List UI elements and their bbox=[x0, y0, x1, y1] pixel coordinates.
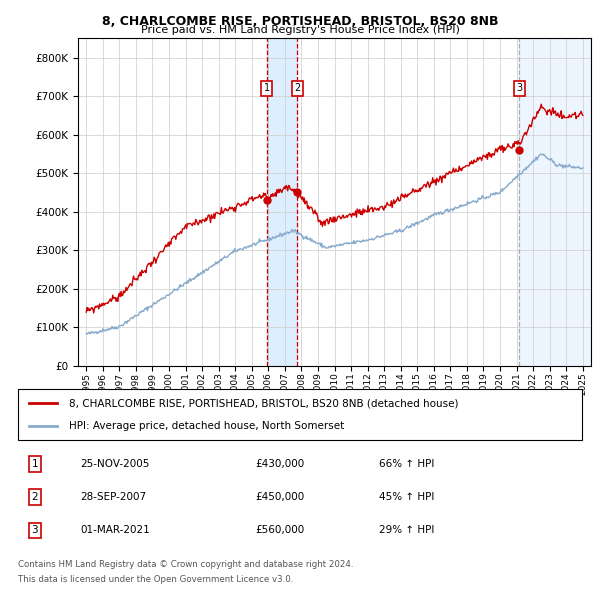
Text: 1: 1 bbox=[32, 459, 38, 469]
Text: HPI: Average price, detached house, North Somerset: HPI: Average price, detached house, Nort… bbox=[69, 421, 344, 431]
Text: This data is licensed under the Open Government Licence v3.0.: This data is licensed under the Open Gov… bbox=[18, 575, 293, 584]
FancyBboxPatch shape bbox=[18, 389, 582, 440]
Text: £450,000: £450,000 bbox=[255, 492, 304, 502]
Text: £430,000: £430,000 bbox=[255, 459, 304, 469]
Text: 8, CHARLCOMBE RISE, PORTISHEAD, BRISTOL, BS20 8NB: 8, CHARLCOMBE RISE, PORTISHEAD, BRISTOL,… bbox=[102, 15, 498, 28]
Text: 29% ↑ HPI: 29% ↑ HPI bbox=[379, 525, 434, 535]
Bar bbox=[520, 38, 591, 366]
Text: 45% ↑ HPI: 45% ↑ HPI bbox=[379, 492, 434, 502]
Text: 28-SEP-2007: 28-SEP-2007 bbox=[80, 492, 146, 502]
Text: 2: 2 bbox=[32, 492, 38, 502]
Text: 66% ↑ HPI: 66% ↑ HPI bbox=[379, 459, 434, 469]
Text: Contains HM Land Registry data © Crown copyright and database right 2024.: Contains HM Land Registry data © Crown c… bbox=[18, 560, 353, 569]
Text: £560,000: £560,000 bbox=[255, 525, 304, 535]
Bar bbox=[266, 38, 297, 366]
Text: 25-NOV-2005: 25-NOV-2005 bbox=[80, 459, 149, 469]
Text: 01-MAR-2021: 01-MAR-2021 bbox=[80, 525, 150, 535]
Text: 3: 3 bbox=[516, 83, 523, 93]
Text: Price paid vs. HM Land Registry's House Price Index (HPI): Price paid vs. HM Land Registry's House … bbox=[140, 25, 460, 35]
Text: 3: 3 bbox=[32, 525, 38, 535]
Text: 2: 2 bbox=[294, 83, 301, 93]
Text: 8, CHARLCOMBE RISE, PORTISHEAD, BRISTOL, BS20 8NB (detached house): 8, CHARLCOMBE RISE, PORTISHEAD, BRISTOL,… bbox=[69, 398, 458, 408]
Text: 1: 1 bbox=[263, 83, 270, 93]
